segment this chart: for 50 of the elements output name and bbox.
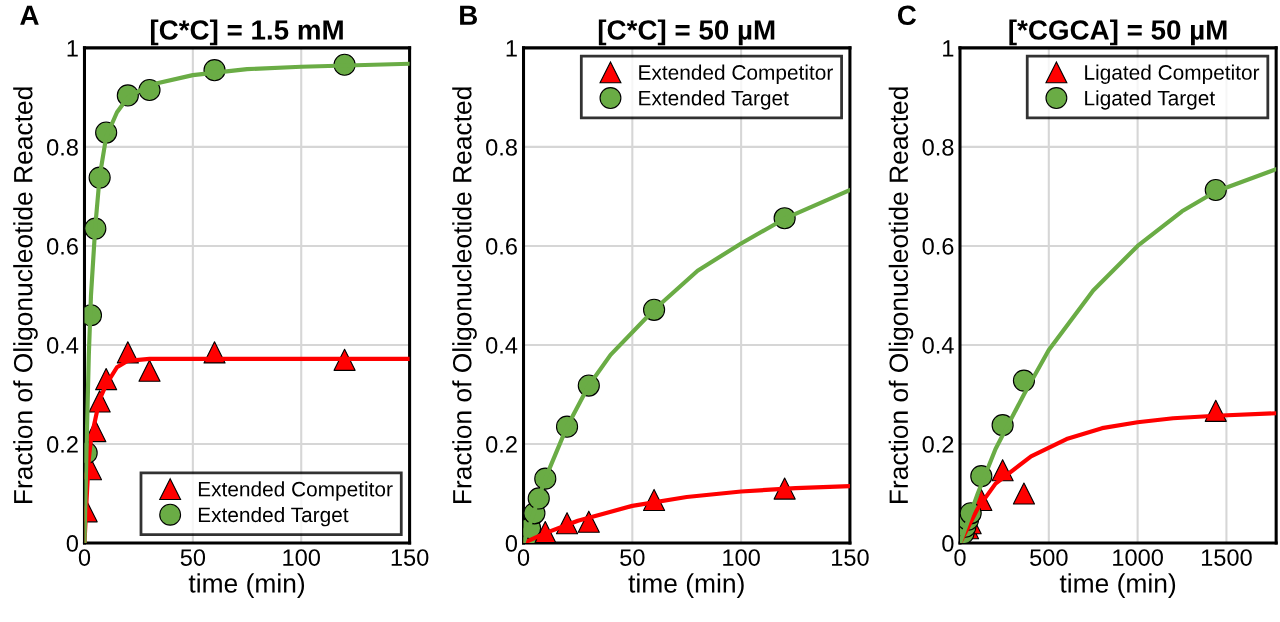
y-tick-label: 1 <box>506 40 517 57</box>
y-tick-label: 0 <box>66 535 78 552</box>
y-tick-label: 0.2 <box>486 436 517 453</box>
y-tick-label: 0.4 <box>922 337 954 354</box>
legend-label: Ligated Target <box>1085 90 1215 110</box>
x-axis-title: time (min) <box>628 573 744 598</box>
y-tick-label: 0.4 <box>486 337 518 354</box>
y-tick-label: 0.8 <box>47 138 78 156</box>
x-tick-label: 100 <box>723 549 760 566</box>
text: B <box>460 5 478 25</box>
point <box>1012 482 1036 505</box>
x-tick-label: 0 <box>78 549 91 566</box>
point <box>138 359 161 382</box>
x-axis-title: time (min) <box>188 573 305 598</box>
x-tick-label: 150 <box>391 549 429 566</box>
x-tick-label: 500 <box>1030 549 1068 566</box>
text: A <box>20 5 39 25</box>
chart-title: [C*C] = 1.5 mM <box>150 19 343 46</box>
x-tick-label: 1000 <box>1113 549 1163 566</box>
y-tick-label: 0.6 <box>486 238 517 255</box>
x-tick-label: 0 <box>954 549 966 566</box>
y-tick-label: 0.6 <box>922 238 954 255</box>
legend-label: Extended Target <box>639 90 789 110</box>
y-tick-label: 0.2 <box>47 436 78 453</box>
x-tick-label: 100 <box>283 549 320 566</box>
chart-title: [*CGCA] = 50 µM <box>1009 19 1227 46</box>
y-axis-title: Fraction of Oligonucleotide Reacted <box>452 87 477 504</box>
y-axis-title: Fraction of Oligonucleotide Reacted <box>13 87 38 504</box>
y-tick-label: 1 <box>943 40 954 57</box>
y-tick-label: 0 <box>942 535 954 552</box>
legend-label: Ligated Competitor <box>1085 64 1260 84</box>
y-tick-label: 0.4 <box>47 337 79 354</box>
legend-label: Extended Target <box>198 506 349 527</box>
y-tick-label: 0 <box>505 535 518 552</box>
x-tick-label: 50 <box>620 549 645 566</box>
x-tick-label: 0 <box>517 549 530 566</box>
y-axis-title: Fraction of Oligonucleotide Reacted <box>888 87 914 504</box>
legend-label: Extended Competitor <box>639 64 833 84</box>
x-axis-title: time (min) <box>1059 573 1176 598</box>
y-tick-label: 0.2 <box>922 436 954 453</box>
y-tick-label: 1 <box>67 40 78 57</box>
legend-label: Extended Competitor <box>198 481 393 501</box>
y-tick-label: 0.8 <box>486 138 517 156</box>
y-tick-label: 0.6 <box>47 238 78 255</box>
y-tick-label: 0.8 <box>922 138 954 156</box>
text: C <box>897 5 917 26</box>
x-tick-label: 1500 <box>1201 549 1252 566</box>
chart-title: [C*C] = 50 µM <box>598 19 775 46</box>
x-tick-label: 150 <box>832 549 869 566</box>
x-tick-label: 50 <box>180 549 206 566</box>
